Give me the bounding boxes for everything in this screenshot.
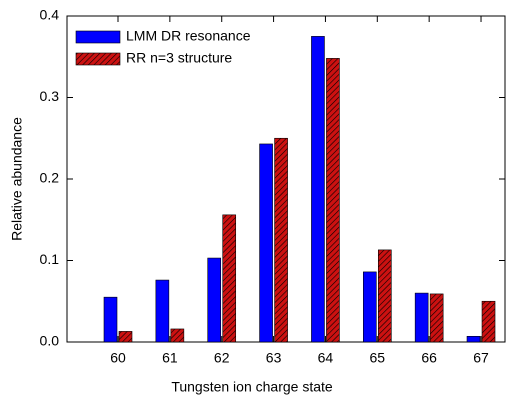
bar — [170, 328, 185, 343]
bar — [103, 296, 118, 343]
x-axis-label: Tungsten ion charge state — [171, 379, 333, 395]
bar — [481, 300, 496, 343]
x-tick-label: 62 — [214, 350, 230, 366]
legend-swatch — [75, 52, 121, 66]
x-tick-label: 64 — [318, 350, 334, 366]
bar — [222, 214, 237, 343]
legend-label: LMM DR resonance — [126, 28, 251, 44]
x-tick-label: 61 — [162, 350, 178, 366]
bar — [259, 143, 273, 343]
x-tick-label: 60 — [110, 350, 126, 366]
bar — [362, 271, 377, 343]
y-tick-label: 0.1 — [40, 251, 60, 267]
bar — [207, 257, 222, 343]
bar — [414, 292, 429, 343]
y-tick-label: 0.4 — [40, 7, 60, 23]
y-tick-label: 0.0 — [40, 333, 60, 349]
x-tick-label: 63 — [266, 350, 282, 366]
y-axis-label: Relative abundance — [9, 117, 25, 241]
bar — [377, 249, 392, 343]
y-tick-label: 0.2 — [40, 170, 60, 186]
bar — [274, 137, 288, 343]
legend-label: RR n=3 structure — [126, 50, 232, 66]
bar — [118, 331, 133, 343]
y-tick-label: 0.3 — [40, 88, 60, 104]
bar — [326, 58, 340, 343]
bar — [311, 36, 325, 343]
x-tick-label: 66 — [421, 350, 437, 366]
bar — [429, 293, 444, 343]
x-tick-label: 65 — [370, 350, 386, 366]
x-tick-label: 67 — [473, 350, 489, 366]
legend-swatch — [75, 30, 121, 44]
bar — [155, 279, 170, 343]
bar — [466, 335, 481, 343]
